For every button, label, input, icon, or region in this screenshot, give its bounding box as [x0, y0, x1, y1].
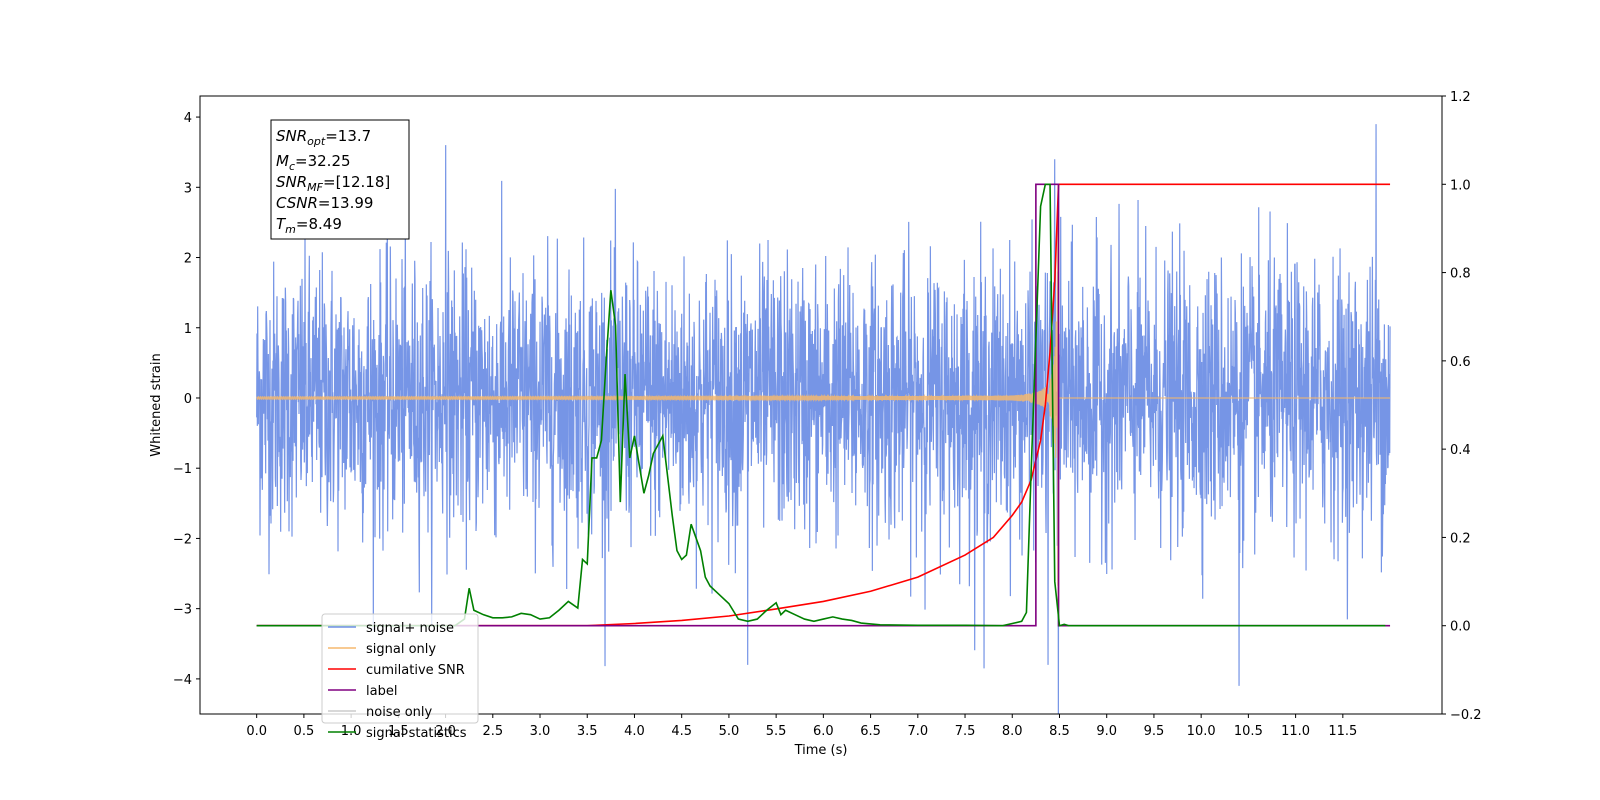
y-right-tick-label: 0.8 [1450, 267, 1471, 282]
x-tick-label: 2.5 [482, 724, 503, 739]
x-tick-label: 0.0 [246, 724, 267, 739]
y-right-tick-label: 1.2 [1450, 90, 1471, 105]
info-snr-mf: SNRMF=[12.18] [276, 173, 390, 194]
x-tick-label: 8.0 [1002, 724, 1023, 739]
legend-label: label [366, 684, 397, 699]
y-axis-ticks: −4 −3 −2 −1 0 1 2 3 4 [173, 111, 200, 688]
x-tick-label: 4.5 [671, 724, 692, 739]
y-right-axis-ticks: −0.2 0.0 0.2 0.4 0.6 0.8 1.0 1.2 [1442, 90, 1482, 723]
info-csnr: CSNR=13.99 [276, 194, 373, 212]
series-layer [256, 124, 1391, 714]
legend-label: cumilative SNR [366, 663, 465, 678]
info-snr-opt: SNRopt=13.7 [276, 127, 371, 148]
y-right-tick-label: 0.6 [1450, 355, 1471, 370]
y-axis-label: Whitened strain [149, 353, 164, 456]
y-tick-label: −2 [173, 532, 192, 547]
y-right-tick-label: 0.2 [1450, 531, 1471, 546]
x-tick-label: 6.5 [860, 724, 881, 739]
x-tick-label: 11.5 [1328, 724, 1357, 739]
x-tick-label: 3.0 [530, 724, 551, 739]
x-tick-label: 6.0 [813, 724, 834, 739]
x-tick-label: 5.0 [719, 724, 740, 739]
legend-label: signal only [366, 642, 436, 657]
y-tick-label: 1 [184, 322, 192, 337]
x-tick-label: 10.0 [1187, 724, 1216, 739]
legend-label: signal+ noise [366, 621, 454, 636]
y-right-tick-label: 0.0 [1450, 620, 1471, 635]
x-tick-label: 2.0 [435, 724, 456, 739]
y-tick-label: 3 [184, 181, 192, 196]
y-tick-label: 4 [184, 111, 192, 126]
x-tick-label: 4.0 [624, 724, 645, 739]
x-tick-label: 9.5 [1144, 724, 1165, 739]
x-tick-label: 3.5 [577, 724, 598, 739]
y-tick-label: 2 [184, 252, 192, 267]
x-tick-label: 5.5 [766, 724, 787, 739]
series-signal-statistics-line [256, 183, 1386, 627]
x-tick-label: 11.0 [1281, 724, 1310, 739]
x-axis-label: Time (s) [794, 743, 848, 758]
x-axis-ticks: 0.0 0.5 1.0 1.5 2.0 2.5 3.0 3.5 4.0 4.5 5.0 5.5 6.0 6… [246, 714, 1357, 739]
x-tick-label: 7.0 [907, 724, 928, 739]
series-signal-only-line [256, 213, 1391, 610]
legend-frame [321, 613, 479, 724]
y-tick-label: −3 [173, 603, 192, 618]
legend-label: signal statistics [366, 726, 467, 741]
y-right-tick-label: −0.2 [1450, 708, 1482, 723]
series-cumilative-snr-line [256, 183, 1391, 627]
y-right-tick-label: 0.4 [1450, 443, 1471, 458]
series-signal-noise-line [256, 124, 1391, 714]
x-tick-label: 0.5 [294, 724, 315, 739]
x-tick-label: 8.5 [1049, 724, 1070, 739]
x-tick-label: 9.0 [1096, 724, 1117, 739]
x-tick-label: 1.5 [388, 724, 409, 739]
y-right-tick-label: 1.0 [1450, 178, 1471, 193]
info-mc: Mc=32.25 [276, 152, 351, 173]
plot-frame [199, 95, 1443, 715]
y-tick-label: 0 [184, 392, 192, 407]
legend: signal+ noise signal only cumilative SNR la… [321, 613, 479, 741]
x-tick-label: 10.5 [1234, 724, 1263, 739]
y-tick-label: −1 [173, 462, 192, 477]
info-box: SNRopt=13.7 Mc=32.25 SNRMF=[12.18] CSNR=… [270, 119, 410, 240]
info-tm: Tm=8.49 [276, 215, 342, 236]
y-tick-label: −4 [173, 673, 192, 688]
x-tick-label: 7.5 [955, 724, 976, 739]
legend-label: noise only [366, 705, 433, 720]
